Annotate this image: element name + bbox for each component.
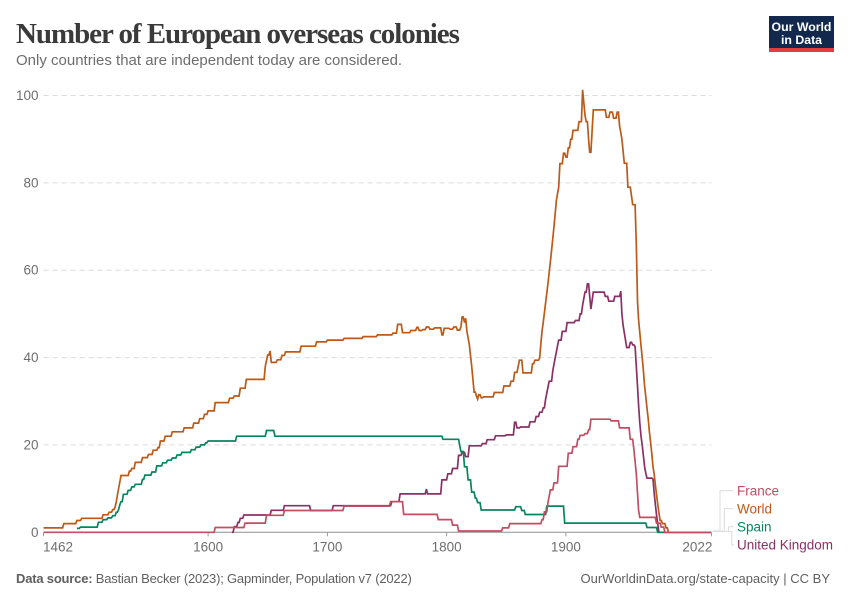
svg-text:1800: 1800 — [432, 540, 462, 555]
svg-text:Spain: Spain — [737, 519, 772, 534]
svg-text:1700: 1700 — [312, 540, 342, 555]
svg-text:World: World — [737, 502, 772, 517]
svg-text:1900: 1900 — [551, 540, 581, 555]
svg-text:France: France — [737, 484, 779, 499]
svg-text:0: 0 — [31, 525, 39, 540]
svg-text:2022: 2022 — [682, 540, 712, 555]
svg-text:40: 40 — [23, 350, 38, 365]
svg-text:1462: 1462 — [43, 540, 73, 555]
svg-text:80: 80 — [23, 175, 38, 190]
svg-text:20: 20 — [23, 437, 38, 452]
svg-text:United Kingdom: United Kingdom — [737, 537, 833, 552]
svg-text:100: 100 — [16, 88, 39, 103]
svg-text:1600: 1600 — [193, 540, 223, 555]
svg-text:60: 60 — [23, 263, 38, 278]
